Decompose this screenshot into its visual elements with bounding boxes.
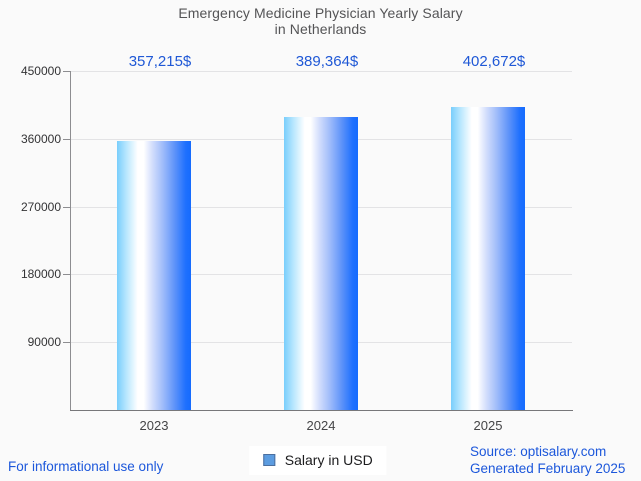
x-tick-label-2024: 2024	[306, 418, 336, 433]
source-block: Source: optisalary.com Generated Februar…	[470, 443, 625, 477]
y-tick-mark	[63, 207, 70, 208]
bar-2024[interactable]	[284, 117, 358, 410]
y-tick-label: 360000	[20, 132, 61, 146]
x-axis-line	[70, 410, 573, 411]
y-tick-mark	[63, 342, 70, 343]
source-text: Source: optisalary.com	[470, 444, 607, 459]
chart-legend: Salary in USD	[248, 446, 387, 475]
chart-title-line1: Emergency Medicine Physician Yearly Sala…	[178, 5, 463, 21]
value-label-2024: 389,364$	[295, 53, 359, 70]
y-tick-label: 180000	[20, 267, 61, 281]
y-tick-label: 90000	[27, 335, 61, 349]
generated-date-text: Generated February 2025	[470, 461, 626, 476]
value-label-2023: 357,215$	[128, 53, 192, 70]
x-tick-label-2025: 2025	[473, 418, 503, 433]
y-tick-label: 270000	[20, 200, 61, 214]
gridline-450000	[70, 71, 572, 72]
legend-swatch-icon	[262, 454, 275, 466]
chart-title: Emergency Medicine Physician Yearly Sala…	[0, 5, 641, 37]
legend-label: Salary in USD	[284, 452, 373, 468]
value-label-2025: 402,672$	[462, 53, 526, 70]
y-tick-mark	[63, 274, 70, 275]
y-tick-mark	[63, 71, 70, 72]
y-tick-mark	[63, 139, 70, 140]
y-axis-line	[70, 71, 71, 411]
x-tick-label-2023: 2023	[139, 418, 169, 433]
bar-2025[interactable]	[451, 107, 525, 410]
disclaimer-text: For informational use only	[8, 459, 164, 474]
y-tick-label: 450000	[20, 64, 61, 78]
bar-2023[interactable]	[117, 141, 191, 410]
chart-title-line2: in Netherlands	[274, 21, 367, 37]
